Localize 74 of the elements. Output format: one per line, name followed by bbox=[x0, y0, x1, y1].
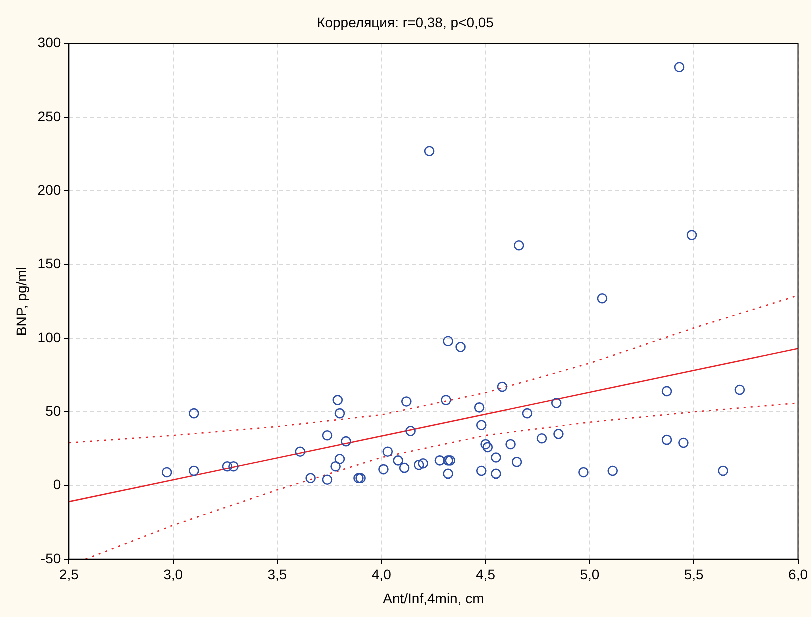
point bbox=[222, 461, 233, 472]
point bbox=[662, 434, 672, 446]
point bbox=[597, 294, 608, 304]
point bbox=[480, 439, 491, 450]
x-tick-label: 5,0 bbox=[580, 566, 600, 583]
point bbox=[393, 456, 404, 466]
point bbox=[334, 408, 346, 419]
point bbox=[306, 473, 316, 484]
x-tick-label: 6,0 bbox=[788, 566, 808, 583]
point bbox=[162, 467, 172, 478]
point bbox=[189, 408, 200, 419]
point bbox=[608, 466, 618, 476]
point bbox=[506, 439, 516, 450]
point bbox=[686, 230, 698, 240]
y-tick-label: -50 bbox=[40, 550, 62, 566]
point bbox=[554, 429, 564, 440]
point bbox=[578, 467, 589, 478]
x-tick-label: 4,0 bbox=[372, 566, 392, 583]
point bbox=[322, 430, 333, 441]
point bbox=[228, 461, 239, 472]
point bbox=[399, 462, 410, 474]
point bbox=[443, 468, 454, 480]
point bbox=[382, 446, 394, 458]
point bbox=[718, 466, 728, 476]
point bbox=[491, 452, 502, 463]
x-axis-title: Ant/Inf,4min, cm bbox=[383, 590, 484, 606]
point bbox=[476, 466, 487, 476]
point bbox=[674, 62, 685, 73]
point bbox=[434, 456, 446, 466]
y-tick-label: 200 bbox=[38, 182, 62, 198]
point bbox=[443, 336, 454, 347]
point bbox=[341, 436, 352, 447]
x-tick-label: 3,0 bbox=[164, 566, 184, 583]
x-tick-label: 3,5 bbox=[268, 566, 288, 583]
y-axis-title: BNP, pg/ml bbox=[13, 267, 30, 336]
point bbox=[401, 396, 412, 407]
point bbox=[406, 426, 416, 436]
y-tick-label: 300 bbox=[38, 34, 62, 51]
point bbox=[322, 474, 333, 485]
point bbox=[330, 461, 341, 472]
point bbox=[456, 342, 466, 352]
point bbox=[443, 456, 454, 466]
point bbox=[678, 438, 689, 448]
point bbox=[497, 382, 508, 392]
point bbox=[441, 395, 452, 406]
y-tick-label: 0 bbox=[53, 476, 62, 493]
y-tick-label: 250 bbox=[38, 108, 62, 124]
point bbox=[332, 395, 344, 406]
point bbox=[491, 468, 502, 480]
point bbox=[522, 408, 533, 419]
point bbox=[551, 398, 562, 408]
point bbox=[424, 146, 435, 156]
point bbox=[378, 464, 389, 475]
point bbox=[514, 240, 524, 251]
point bbox=[474, 402, 485, 413]
point bbox=[482, 442, 494, 453]
y-tick-label: 150 bbox=[38, 256, 62, 272]
x-tick-label: 2,5 bbox=[59, 566, 80, 583]
point bbox=[662, 386, 672, 397]
point bbox=[734, 384, 746, 396]
chart-title: Корреляция: r=0,38, p<0,05 bbox=[317, 14, 494, 30]
x-tick-label: 5,5 bbox=[684, 566, 704, 583]
point bbox=[334, 454, 346, 464]
point bbox=[445, 456, 456, 466]
x-tick-label: 4,5 bbox=[476, 566, 496, 583]
point bbox=[414, 460, 424, 470]
y-tick-label: 100 bbox=[38, 329, 62, 346]
point bbox=[189, 466, 200, 476]
point bbox=[512, 457, 522, 468]
y-tick-label: 50 bbox=[46, 402, 62, 419]
point bbox=[476, 420, 487, 430]
point bbox=[536, 433, 548, 444]
point bbox=[418, 458, 428, 469]
point bbox=[295, 446, 306, 458]
